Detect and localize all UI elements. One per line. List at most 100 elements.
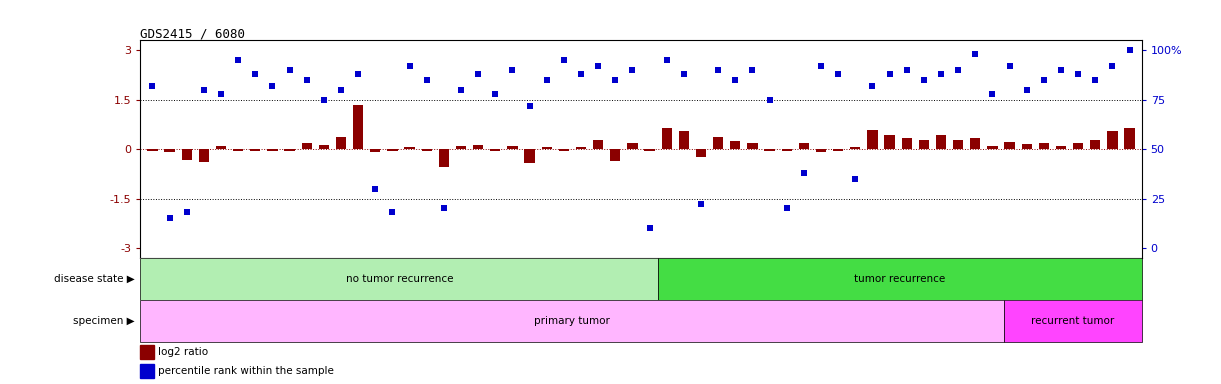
Point: [949, 67, 968, 73]
Text: no tumor recurrence: no tumor recurrence: [346, 274, 453, 284]
Bar: [490, 149, 501, 151]
Bar: [438, 149, 449, 167]
Text: specimen ▶: specimen ▶: [73, 316, 134, 326]
Point: [194, 87, 214, 93]
Point: [1085, 77, 1105, 83]
Bar: [576, 147, 586, 149]
Point: [708, 67, 728, 73]
Bar: [1056, 146, 1066, 149]
Bar: [284, 149, 294, 151]
Point: [469, 71, 488, 77]
Point: [452, 87, 471, 93]
Bar: [404, 147, 415, 149]
Point: [880, 71, 900, 77]
Bar: [319, 145, 328, 149]
Point: [674, 71, 694, 77]
Bar: [867, 130, 878, 149]
Point: [537, 77, 557, 83]
Bar: [216, 146, 226, 149]
Bar: [140, 364, 154, 378]
Point: [846, 175, 866, 182]
Point: [245, 71, 265, 77]
Bar: [1022, 144, 1032, 149]
Bar: [1125, 127, 1134, 149]
Bar: [1073, 143, 1083, 149]
Point: [297, 77, 316, 83]
Bar: [662, 127, 672, 149]
Bar: [799, 143, 810, 149]
Bar: [696, 149, 706, 157]
Bar: [387, 149, 398, 151]
Point: [1000, 63, 1020, 69]
Point: [691, 201, 711, 207]
Bar: [713, 137, 723, 149]
Bar: [1004, 300, 1142, 342]
Point: [966, 51, 985, 57]
Point: [416, 77, 436, 83]
Bar: [781, 149, 792, 151]
Bar: [658, 258, 1142, 300]
Point: [228, 57, 248, 63]
Bar: [850, 147, 861, 149]
Text: tumor recurrence: tumor recurrence: [855, 274, 945, 284]
Bar: [267, 149, 277, 151]
Bar: [645, 149, 654, 151]
Bar: [302, 143, 311, 149]
Point: [365, 185, 385, 192]
Point: [399, 63, 419, 69]
Point: [143, 83, 162, 89]
Bar: [628, 143, 637, 149]
Point: [1017, 87, 1037, 93]
Bar: [148, 149, 158, 151]
Bar: [1107, 131, 1117, 149]
Point: [1103, 63, 1122, 69]
Bar: [747, 143, 757, 149]
Bar: [525, 149, 535, 163]
Point: [1068, 71, 1088, 77]
Point: [725, 77, 745, 83]
Bar: [336, 137, 346, 149]
Bar: [884, 135, 895, 149]
Bar: [507, 146, 518, 149]
Point: [503, 67, 523, 73]
Bar: [140, 345, 154, 359]
Point: [435, 205, 454, 212]
Bar: [816, 149, 827, 152]
Point: [623, 67, 642, 73]
Point: [348, 71, 368, 77]
Bar: [250, 149, 260, 151]
Text: GDS2415 / 6080: GDS2415 / 6080: [140, 27, 245, 40]
Bar: [1005, 142, 1015, 149]
Bar: [455, 146, 466, 149]
Point: [811, 63, 830, 69]
Point: [1034, 77, 1054, 83]
Bar: [140, 258, 658, 300]
Bar: [559, 149, 569, 151]
Bar: [593, 140, 603, 149]
Point: [828, 71, 847, 77]
Point: [486, 91, 505, 97]
Point: [606, 77, 625, 83]
Bar: [165, 149, 175, 152]
Point: [571, 71, 591, 77]
Bar: [937, 135, 946, 149]
Point: [280, 67, 299, 73]
Text: percentile rank within the sample: percentile rank within the sample: [159, 366, 335, 376]
Point: [640, 225, 659, 231]
Bar: [473, 145, 484, 149]
Point: [211, 91, 231, 97]
Point: [915, 77, 934, 83]
Bar: [542, 147, 552, 149]
Bar: [833, 149, 844, 151]
Point: [314, 96, 333, 103]
Point: [160, 215, 179, 221]
Point: [742, 67, 762, 73]
Bar: [233, 149, 243, 151]
Bar: [140, 300, 1004, 342]
Point: [794, 170, 813, 176]
Bar: [421, 149, 432, 151]
Text: disease state ▶: disease state ▶: [54, 274, 134, 284]
Point: [520, 103, 540, 109]
Text: recurrent tumor: recurrent tumor: [1031, 316, 1115, 326]
Point: [589, 63, 608, 69]
